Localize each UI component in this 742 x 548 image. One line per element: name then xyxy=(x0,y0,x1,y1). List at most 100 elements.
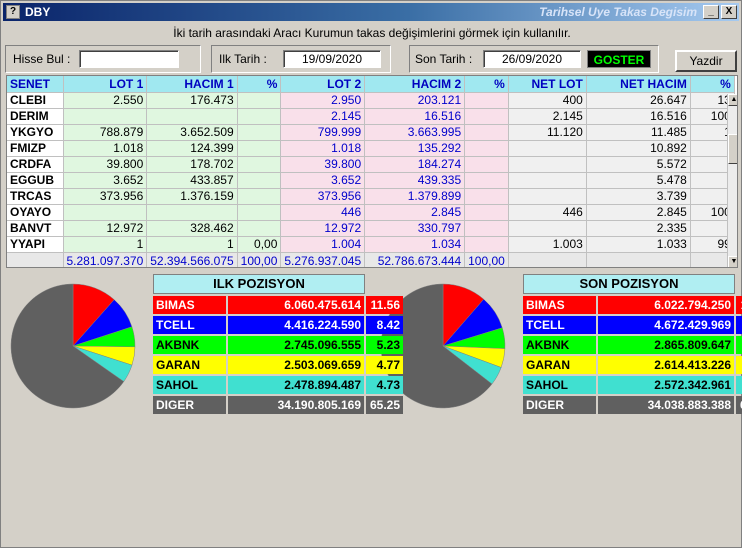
pozisyon-pct: 65.25 xyxy=(366,396,403,414)
grid-total-cell: 5.281.097.370 xyxy=(63,252,148,267)
grid-header-cell[interactable]: NET LOT xyxy=(508,76,587,93)
grid-cell: 1.376.159 xyxy=(146,188,238,205)
grid-cell xyxy=(237,188,282,205)
senet-code: TRCAS xyxy=(7,188,64,205)
pozisyon-row-bimas: BIMAS 6.060.475.614 11.56 xyxy=(153,296,403,314)
grid-cell: 39.800 xyxy=(63,156,148,173)
grid-header-cell[interactable]: SENET xyxy=(7,76,64,93)
grid-cell xyxy=(690,156,735,173)
pozisyon-pct: 4.87 xyxy=(736,376,742,394)
title-bar[interactable]: ? DBY Tarihsel Uye Takas Degisim _ X xyxy=(3,3,739,21)
description-text: İki tarih arasındaki Aracı Kurumun takas… xyxy=(173,26,571,40)
grid-cell: 135.292 xyxy=(364,140,466,157)
grid-row[interactable]: TRCAS 373.956 1.376.159 373.956 1.379.899 3.7… xyxy=(7,188,735,205)
grid-cell: 11.120 xyxy=(508,124,587,141)
senet-code: EGGUB xyxy=(7,172,64,189)
grid-cell: 26.647 xyxy=(586,92,691,109)
grid-row[interactable]: OYAYO 446 2.845 446 2.845 100 xyxy=(7,204,735,221)
pozisyon-value: 34.190.805.169 xyxy=(228,396,364,414)
grid-cell: 799.999 xyxy=(280,124,366,141)
grid-header-cell[interactable]: % xyxy=(690,76,735,93)
grid-row[interactable]: EGGUB 3.652 433.857 3.652 439.335 5.478 xyxy=(7,172,735,189)
pozisyon-value: 6.022.794.250 xyxy=(598,296,734,314)
grid-cell: 1.379.899 xyxy=(364,188,466,205)
son-tarih-label: Son Tarih : xyxy=(415,52,473,66)
pozisyon-name: SAHOL xyxy=(153,376,226,394)
grid-cell xyxy=(690,220,735,237)
pozisyon-pct: 4.95 xyxy=(736,356,742,374)
pozisyon-value: 2.865.809.647 xyxy=(598,336,734,354)
scroll-up-icon[interactable]: ▲ xyxy=(728,94,737,106)
grid-vertical-scrollbar[interactable]: ▲ ▼ xyxy=(727,94,737,267)
grid-cell: 203.121 xyxy=(364,92,466,109)
scroll-thumb[interactable] xyxy=(728,134,737,164)
grid-header-cell[interactable]: HACIM 2 xyxy=(364,76,466,93)
pozisyon-value: 2.478.894.487 xyxy=(228,376,364,394)
grid-header-cell[interactable]: LOT 1 xyxy=(63,76,148,93)
ilk-pozisyon-title: ILK POZISYON xyxy=(153,274,365,294)
grid-cell: 2.845 xyxy=(586,204,691,221)
close-button[interactable]: X xyxy=(721,5,737,19)
grid-totals-row: 5.281.097.370 52.394.566.075 100,00 5.276.9… xyxy=(7,252,735,267)
grid-row[interactable]: BANVT 12.972 328.462 12.972 330.797 2.335 xyxy=(7,220,735,237)
grid-cell xyxy=(508,156,587,173)
grid-cell: 330.797 xyxy=(364,220,466,237)
pozisyon-value: 6.060.475.614 xyxy=(228,296,364,314)
grid-cell: 10.892 xyxy=(586,140,691,157)
grid-cell: 1 xyxy=(63,236,148,253)
grid-cell xyxy=(464,172,509,189)
grid-cell: 2.950 xyxy=(280,92,366,109)
ilk-tarih-input[interactable]: 19/09/2020 xyxy=(283,50,381,68)
grid-header-cell[interactable]: % xyxy=(237,76,282,93)
grid-row[interactable]: CLEBI 2.550 176.473 2.950 203.121 400 26.647 13 xyxy=(7,92,735,109)
senet-code: DERIM xyxy=(7,108,64,125)
app-icon: ? xyxy=(6,5,20,19)
grid-cell: 400 xyxy=(508,92,587,109)
grid-cell: 16.516 xyxy=(586,108,691,125)
grid-cell: 100 xyxy=(690,108,735,125)
scroll-down-icon[interactable]: ▼ xyxy=(728,256,737,267)
grid-cell xyxy=(237,92,282,109)
takas-grid[interactable]: SENET LOT 1 HACIM 1% LOT 2 HACIM 2% NET LOT NE… xyxy=(6,75,738,268)
son-tarih-input[interactable]: 26/09/2020 xyxy=(483,50,581,68)
hisse-search-input[interactable] xyxy=(79,50,179,68)
grid-cell: 1.018 xyxy=(63,140,148,157)
grid-cell: 433.857 xyxy=(146,172,238,189)
pozisyon-value: 4.672.429.969 xyxy=(598,316,734,334)
hisse-label: Hisse Bul : xyxy=(13,52,71,66)
grid-header-cell[interactable]: LOT 2 xyxy=(280,76,366,93)
grid-cell xyxy=(237,124,282,141)
grid-header-cell[interactable]: % xyxy=(464,76,509,93)
minimize-button[interactable]: _ xyxy=(703,5,719,19)
takas-table: SENET LOT 1 HACIM 1% LOT 2 HACIM 2% NET LOT NE… xyxy=(7,76,735,267)
grid-row[interactable]: YYAPI 1 1 0,00 1.004 1.034 1.003 1.033 99 xyxy=(7,236,735,253)
goster-button[interactable]: GOSTER xyxy=(587,50,651,68)
grid-cell xyxy=(237,140,282,157)
yazdir-button[interactable]: Yazdir xyxy=(675,50,737,72)
grid-header-cell[interactable]: HACIM 1 xyxy=(146,76,238,93)
grid-cell: 2.845 xyxy=(364,204,466,221)
grid-cell: 2.145 xyxy=(508,108,587,125)
grid-cell xyxy=(464,108,509,125)
grid-cell xyxy=(464,188,509,205)
pozisyon-pct: 11.40 xyxy=(736,296,742,314)
grid-row[interactable]: FMIZP 1.018 124.399 1.018 135.292 10.892 xyxy=(7,140,735,157)
grid-total-cell: 100,00 xyxy=(464,252,509,267)
grid-row[interactable]: CRDFA 39.800 178.702 39.800 184.274 5.572 xyxy=(7,156,735,173)
son-pozisyon-pie-chart xyxy=(380,283,506,409)
pie-slice-diger xyxy=(10,283,125,409)
grid-cell: 99 xyxy=(690,236,735,253)
grid-header-cell[interactable]: NET HACIM xyxy=(586,76,691,93)
grid-cell xyxy=(508,140,587,157)
grid-total-cell: 100,00 xyxy=(237,252,282,267)
grid-cell xyxy=(508,172,587,189)
grid-row[interactable]: YKGYO 788.879 3.652.509 799.999 3.663.995 11.… xyxy=(7,124,735,141)
senet-code: CRDFA xyxy=(7,156,64,173)
grid-row[interactable]: DERIM 2.145 16.516 2.145 16.516 100 xyxy=(7,108,735,125)
grid-cell: 100 xyxy=(690,204,735,221)
grid-cell: 39.800 xyxy=(280,156,366,173)
